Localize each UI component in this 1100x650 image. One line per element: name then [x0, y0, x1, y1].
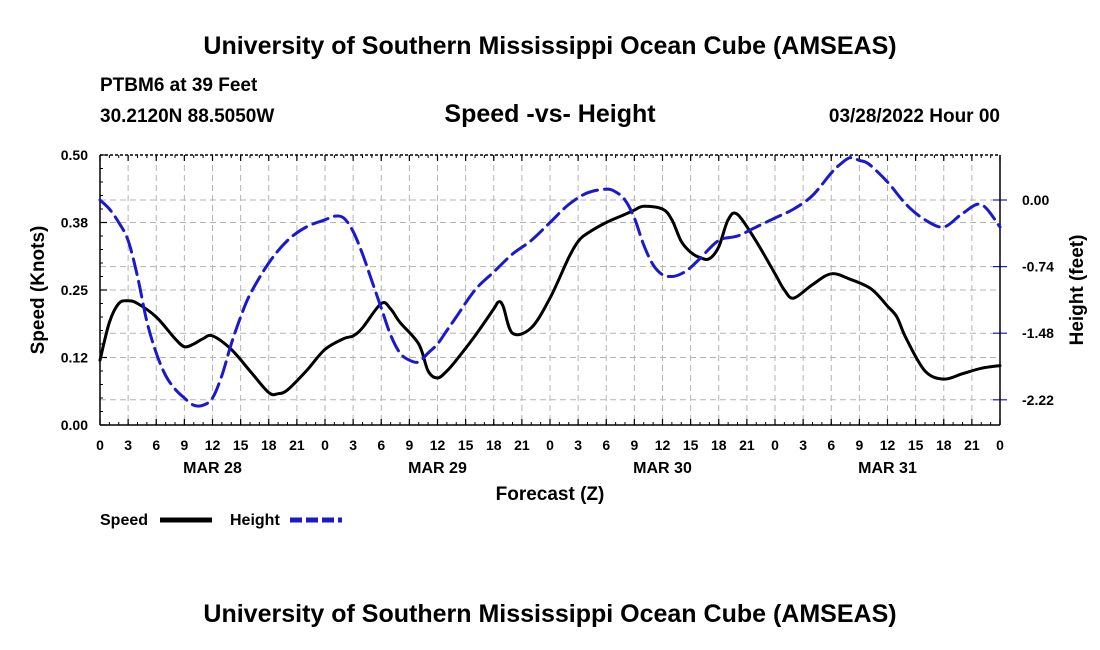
legend: Speed Height — [100, 512, 342, 529]
x-tick-label: 12 — [880, 437, 896, 453]
y2-tick-label: -0.74 — [1022, 259, 1054, 275]
x-tick-label: 9 — [630, 437, 638, 453]
x-tick-label: 12 — [205, 437, 221, 453]
x-tick-label: 21 — [739, 437, 755, 453]
grid — [100, 155, 1000, 425]
axes: 0 3 6 9 12 15 18 21 0 3 6 9 12 15 18 21 0 3 6 9 12 15 18 21 0 3 6 9… — [61, 147, 1054, 477]
x-tick-label: 21 — [514, 437, 530, 453]
footer-title: University of Southern Mississippi Ocean… — [203, 600, 897, 628]
x-tick-label: 15 — [908, 437, 924, 453]
coordinates-label: 30.2120N 88.5050W — [100, 106, 275, 127]
y-tick-label: 0.38 — [61, 215, 88, 231]
x-tick-label: 6 — [827, 437, 835, 453]
x-tick-label: 18 — [261, 437, 277, 453]
x-tick-label: 0 — [321, 437, 329, 453]
legend-speed-label: Speed — [100, 512, 148, 529]
day-label: MAR 30 — [633, 460, 692, 477]
x-tick-label: 21 — [289, 437, 305, 453]
x-tick-label: 3 — [124, 437, 132, 453]
height-series-line — [98, 156, 1002, 408]
y-tick-label: 0.12 — [61, 350, 88, 366]
day-label: MAR 31 — [858, 460, 917, 477]
legend-height-label: Height — [230, 512, 280, 529]
x-tick-label: 0 — [996, 437, 1004, 453]
x-tick-label: 3 — [574, 437, 582, 453]
x-tick-label: 9 — [180, 437, 188, 453]
x-tick-label: 3 — [799, 437, 807, 453]
y-tick-label: 0.50 — [61, 147, 88, 163]
x-tick-label: 3 — [349, 437, 357, 453]
y2-tick-label: -1.48 — [1022, 325, 1054, 341]
day-label: MAR 29 — [408, 460, 467, 477]
y2-tick-label: 0.00 — [1022, 192, 1049, 208]
forecast-date: 03/28/2022 Hour 00 — [828, 106, 1000, 127]
x-axis-label: Forecast (Z) — [496, 484, 605, 505]
x-tick-label: 21 — [964, 437, 980, 453]
x-tick-label: 15 — [458, 437, 474, 453]
x-tick-label: 12 — [430, 437, 446, 453]
x-tick-label: 6 — [377, 437, 385, 453]
x-tick-label: 9 — [855, 437, 863, 453]
y2-tick-label: -2.22 — [1022, 392, 1054, 408]
x-tick-label: 18 — [711, 437, 727, 453]
x-tick-label: 12 — [655, 437, 671, 453]
x-tick-label: 0 — [96, 437, 104, 453]
y-tick-label: 0.25 — [61, 282, 88, 298]
x-tick-label: 18 — [936, 437, 952, 453]
speed-series-line — [98, 204, 1002, 397]
x-tick-label: 6 — [152, 437, 160, 453]
day-label: MAR 28 — [183, 460, 242, 477]
x-tick-label: 18 — [486, 437, 502, 453]
x-tick-label: 9 — [405, 437, 413, 453]
series — [98, 156, 1002, 408]
x-tick-label: 0 — [546, 437, 554, 453]
x-tick-label: 6 — [602, 437, 610, 453]
y-tick-label: 0.00 — [61, 417, 88, 433]
chart-subtitle: Speed -vs- Height — [444, 100, 656, 128]
x-tick-label: 15 — [683, 437, 699, 453]
y2-axis-label: Height (feet) — [1067, 235, 1088, 346]
x-tick-label: 15 — [233, 437, 249, 453]
y-axis-label: Speed (Knots) — [28, 226, 49, 355]
chart-title: University of Southern Mississippi Ocean… — [203, 32, 897, 60]
station-label: PTBM6 at 39 Feet — [100, 75, 258, 96]
x-tick-label: 0 — [771, 437, 779, 453]
